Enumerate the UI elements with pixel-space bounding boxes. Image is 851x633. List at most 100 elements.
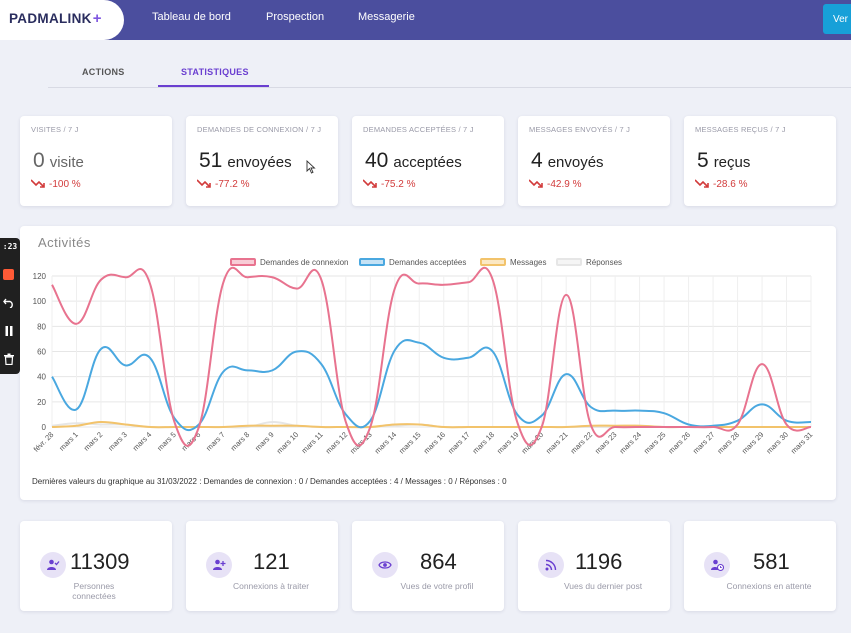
kpi-change: -77.2 % (197, 179, 249, 190)
nav-link-dashboard[interactable]: Tableau de bord (152, 11, 231, 23)
trending-down-icon (31, 179, 45, 188)
screen-recorder-widget: :23 (0, 238, 20, 374)
tab-actions[interactable]: ACTIONS (82, 67, 125, 77)
x-tick-label: mars 11 (300, 430, 325, 455)
logo-container[interactable]: PADMALINK+ (0, 0, 124, 40)
x-tick-label: mars 9 (253, 430, 276, 453)
stat-card-connexions-en-attente: 581 Connexions en attente (684, 521, 836, 611)
stat-card-vues-dernier-post: 1196 Vues du dernier post (518, 521, 670, 611)
kpi-change: -28.6 % (695, 179, 747, 190)
kpi-value: 4 envoyés (531, 149, 604, 172)
chart-title: Activités (38, 235, 91, 250)
recording-time: :23 (2, 242, 18, 251)
series-line-demandes-de-connexion (51, 266, 812, 447)
tab-statistiques[interactable]: STATISTIQUES (181, 67, 249, 77)
legend-item-reponses[interactable]: Réponses (556, 258, 622, 270)
kpi-card-messages-recus: MESSAGES REÇUS / 7 J 5 reçus -28.6 % (684, 116, 836, 206)
x-tick-label: mars 16 (422, 430, 448, 456)
x-tick-label: mars 19 (495, 430, 521, 456)
kpi-card-demandes-acceptees: DEMANDES ACCEPTÉES / 7 J 40 acceptées -75… (352, 116, 504, 206)
trending-down-icon (363, 179, 377, 188)
stat-card-personnes-connectees: 11309 Personnes connectées (20, 521, 172, 611)
x-tick-label: mars 26 (666, 430, 692, 456)
undo-icon[interactable] (3, 296, 15, 308)
y-tick-label: 20 (37, 398, 46, 407)
nav-link-messagerie[interactable]: Messagerie (358, 11, 415, 23)
trending-down-icon (695, 179, 709, 188)
x-tick-label: mars 1 (57, 430, 80, 453)
kpi-change: -100 % (31, 179, 81, 190)
x-tick-label: mars 15 (397, 430, 423, 456)
nav-link-prospection[interactable]: Prospection (266, 11, 325, 23)
x-tick-label: mars 8 (229, 430, 252, 453)
top-navbar: PADMALINK+ Tableau de bord Prospection M… (0, 0, 851, 40)
stat-value: 581 (753, 549, 790, 574)
x-tick-label: mars 20 (520, 430, 546, 456)
activity-chart-card: Activités Demandes de connexion Demandes… (20, 226, 836, 500)
x-tick-label: mars 13 (348, 430, 374, 456)
mouse-cursor-icon (306, 160, 316, 174)
stat-value: 1196 (575, 549, 623, 574)
legend-item-messages[interactable]: Messages (480, 258, 546, 270)
kpi-label: VISITES / 7 J (31, 125, 79, 134)
stat-label: Connexions en attente (726, 581, 812, 591)
kpi-value: 40 acceptées (365, 149, 462, 172)
stat-value: 11309 (70, 549, 130, 574)
kpi-label: DEMANDES ACCEPTÉES / 7 J (363, 125, 474, 134)
rss-icon (538, 552, 564, 578)
legend-item-demandes-acceptees[interactable]: Demandes acceptées (359, 258, 466, 270)
eye-icon (372, 552, 398, 578)
stop-recording-button[interactable] (3, 269, 14, 280)
x-tick-label: mars 18 (471, 430, 497, 456)
x-tick-label: mars 28 (715, 430, 741, 456)
x-tick-label: mars 22 (569, 430, 595, 456)
chart-footer: Dernières valeurs du graphique au 31/03/… (32, 477, 507, 486)
kpi-change: -75.2 % (363, 179, 415, 190)
x-tick-label: mars 30 (764, 430, 790, 456)
x-tick-label: mars 10 (275, 430, 301, 456)
stat-label: Connexions à traiter (232, 581, 310, 591)
user-plus-icon (206, 552, 232, 578)
y-tick-label: 40 (37, 373, 46, 382)
x-tick-label: mars 5 (155, 430, 178, 453)
x-tick-label: mars 2 (82, 430, 105, 453)
x-tick-label: févr. 28 (32, 430, 56, 454)
user-check-icon (40, 552, 66, 578)
kpi-card-demandes-connexion: DEMANDES DE CONNEXION / 7 J 51 envoyées -… (186, 116, 338, 206)
app-logo[interactable]: PADMALINK+ (9, 10, 102, 27)
kpi-change: -42.9 % (529, 179, 581, 190)
x-tick-label: mars 27 (691, 430, 717, 456)
x-tick-label: mars 7 (204, 430, 227, 453)
y-tick-label: 120 (33, 272, 47, 281)
kpi-value: 5 reçus (697, 149, 751, 172)
active-tab-indicator (158, 85, 269, 87)
y-tick-label: 60 (37, 348, 46, 357)
stat-card-connexions-a-traiter: 121 Connexions à traiter (186, 521, 338, 611)
x-tick-label: mars 14 (373, 430, 399, 456)
x-tick-label: mars 31 (789, 430, 815, 456)
kpi-card-visites: VISITES / 7 J 0 visite -100 % (20, 116, 172, 206)
kpi-value: 51 envoyées (199, 149, 292, 172)
kpi-label: MESSAGES ENVOYÉS / 7 J (529, 125, 631, 134)
series-line-demandes-accept-es (51, 339, 812, 432)
y-tick-label: 0 (42, 423, 47, 432)
x-tick-label: mars 17 (446, 430, 472, 456)
trending-down-icon (529, 179, 543, 188)
tabs-divider (48, 87, 851, 88)
cta-button[interactable]: Ver (823, 4, 851, 34)
pause-icon[interactable] (3, 325, 15, 337)
kpi-card-messages-envoyes: MESSAGES ENVOYÉS / 7 J 4 envoyés -42.9 % (518, 116, 670, 206)
x-tick-label: mars 25 (642, 430, 668, 456)
trending-down-icon (197, 179, 211, 188)
legend-item-demandes-connexion[interactable]: Demandes de connexion (230, 258, 349, 270)
stat-card-vues-profil: 864 Vues de votre profil (352, 521, 504, 611)
user-clock-icon (704, 552, 730, 578)
kpi-label: DEMANDES DE CONNEXION / 7 J (197, 125, 322, 134)
kpi-value: 0 visite (33, 149, 84, 172)
stat-label: Vues de votre profil (400, 581, 474, 591)
stat-value: 121 (253, 549, 290, 574)
trash-icon[interactable] (3, 353, 15, 365)
x-tick-label: mars 4 (131, 430, 154, 453)
stat-label: Personnes connectées (72, 581, 116, 601)
